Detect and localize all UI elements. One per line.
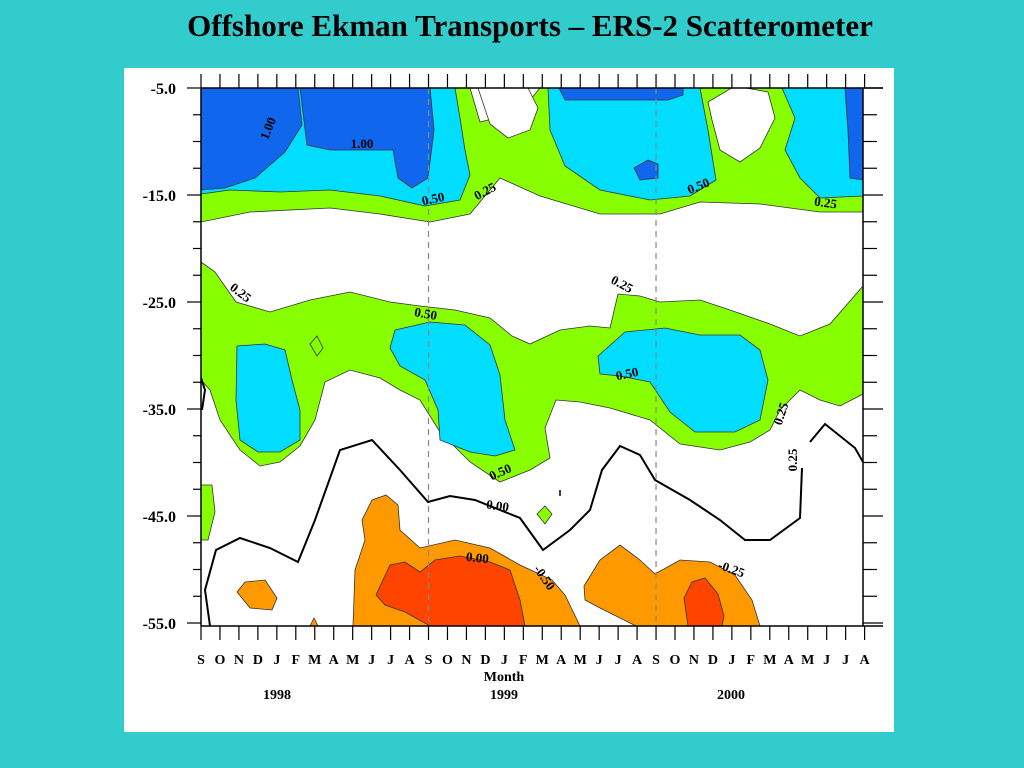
contour-fill-region: [201, 484, 216, 541]
contour-fill-region: [389, 321, 516, 457]
year-label: 1998: [263, 688, 291, 703]
contour-fill-region: [583, 544, 761, 626]
contour-label: 0.25: [785, 448, 800, 471]
contour-label: 0.50: [614, 364, 639, 383]
x-tick-label: J: [501, 653, 508, 668]
y-tick-label: -15.0: [143, 188, 176, 205]
x-tick-label: J: [728, 653, 735, 668]
x-tick-label: M: [801, 653, 814, 668]
contour-fill-region: [309, 617, 319, 626]
contour-label: 1.00: [351, 136, 374, 151]
x-axis-title: Month: [484, 670, 525, 685]
contour-label: 0.25: [770, 400, 791, 427]
x-tick-label: N: [689, 653, 699, 668]
contour-fill-region: [236, 579, 278, 611]
zero-contour-line: [201, 377, 207, 411]
x-tick-label: S: [425, 653, 433, 668]
contour-fill-region: [235, 343, 301, 453]
x-tick-label: M: [308, 653, 321, 668]
chart-panel: S O N D J F M A M J J A S O N D J F M A M J J A S O N D J F M A M J J A -5.0…: [124, 68, 894, 732]
contour-label: 0.50: [420, 189, 445, 208]
contour-fill-region: [597, 327, 769, 433]
y-tick-label: -25.0: [143, 295, 176, 312]
x-tick-label: F: [747, 653, 756, 668]
zero-contour-line: [203, 438, 803, 626]
x-tick-label: D: [480, 653, 490, 668]
x-tick-label: N: [234, 653, 244, 668]
x-tick-label: J: [596, 653, 603, 668]
contour-label: 0.00: [465, 549, 489, 566]
zero-contour-line: [809, 422, 863, 463]
contour-fill-region: [844, 88, 863, 181]
x-tick-label: D: [253, 653, 263, 668]
x-tick-label: J: [273, 653, 280, 668]
x-tick-label: O: [670, 653, 681, 668]
contour-label: 0.50: [413, 304, 438, 323]
y-tick-label: -35.0: [143, 402, 176, 419]
x-tick-label: A: [632, 653, 643, 668]
contour-fill-region: [781, 88, 863, 199]
contour-fill-region: [375, 555, 526, 626]
x-tick-label: J: [368, 653, 375, 668]
x-tick-label: F: [292, 653, 301, 668]
contour-fill-region: [201, 88, 303, 191]
contour-fill-region: [633, 159, 659, 181]
contour-fill-region: [309, 335, 324, 357]
x-tick-label: O: [215, 653, 226, 668]
contour-fill-region: [299, 88, 435, 189]
x-tick-label: J: [615, 653, 622, 668]
contour-fill-region: [558, 88, 684, 101]
x-tick-label: F: [519, 653, 528, 668]
x-tick-label: A: [404, 653, 415, 668]
x-tick-label: O: [442, 653, 453, 668]
x-tick-label: S: [197, 653, 205, 668]
year-label: 2000: [717, 688, 745, 703]
x-tick-label: M: [536, 653, 549, 668]
x-tick-label: J: [842, 653, 849, 668]
slide-title: Offshore Ekman Transports – ERS-2 Scatte…: [187, 8, 873, 43]
x-tick-label: S: [652, 653, 660, 668]
year-label: 1999: [490, 688, 518, 703]
x-tick-label: D: [708, 653, 718, 668]
contour-fill-region: [547, 88, 717, 201]
x-tick-label: A: [329, 653, 340, 668]
x-tick-label: M: [574, 653, 587, 668]
y-tick-label: -45.0: [143, 509, 176, 526]
contour-label: 0.00: [485, 497, 510, 515]
contour-fill-region: [477, 88, 539, 139]
contour-chart: S O N D J F M A M J J A S O N D J F M A M J J A S O N D J F M A M J J A-5.0…: [143, 74, 883, 703]
x-tick-label: N: [461, 653, 471, 668]
x-tick-label: A: [556, 653, 567, 668]
x-tick-label: M: [763, 653, 776, 668]
contour-label: 0.25: [813, 194, 838, 212]
x-tick-label: M: [346, 653, 359, 668]
contour-label: 0.25: [609, 272, 637, 296]
x-tick-label: A: [860, 653, 871, 668]
x-tick-label: J: [387, 653, 394, 668]
x-tick-label: A: [784, 653, 795, 668]
contour-fill-region: [536, 505, 553, 525]
contour-fill-region: [707, 88, 776, 163]
contour-fill-region: [683, 577, 725, 626]
y-tick-label: -5.0: [151, 81, 176, 98]
x-tick-label: J: [823, 653, 830, 668]
y-tick-label: -55.0: [143, 616, 176, 633]
